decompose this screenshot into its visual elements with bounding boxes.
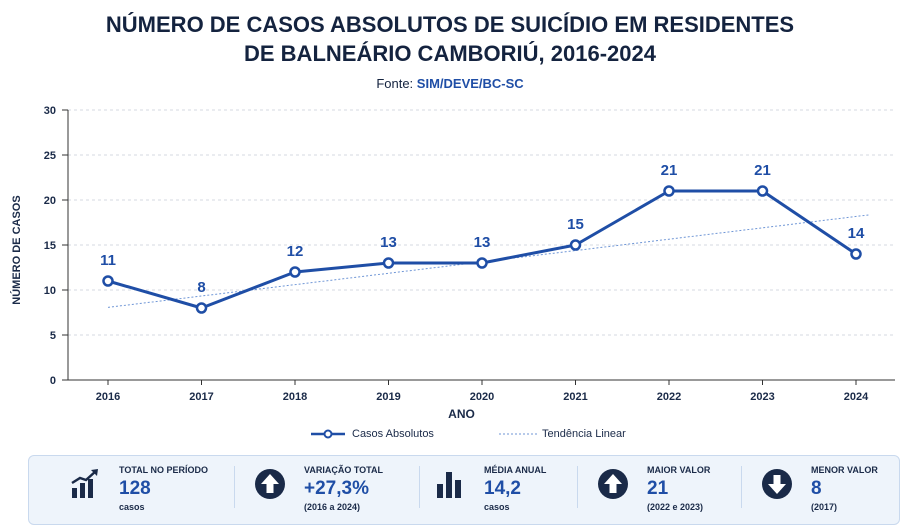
- data-label: 13: [474, 234, 491, 251]
- summary-divider: [234, 466, 235, 508]
- summary-card-total: TOTAL NO PERÍODO 128 casos: [59, 456, 229, 518]
- summary-label-media: MÉDIA ANUAL: [484, 465, 547, 475]
- x-tick-label: 2019: [376, 391, 400, 403]
- legend-item-casos: Casos Absolutos: [310, 428, 434, 440]
- summary-sub-menor: (2017): [811, 502, 838, 512]
- summary-sub-media: casos: [484, 502, 510, 512]
- data-point: [756, 185, 769, 197]
- summary-sub-variacao: (2016 a 2024): [304, 502, 361, 512]
- line-chart: 0 5 10 15 20 25 30 2016 2017 2018 2019 2020 2021 2022…: [10, 105, 895, 421]
- chart-title-line-1: NÚMERO DE CASOS ABSOLUTOS DE SUICÍDIO EM…: [105, 12, 795, 37]
- legend-label-casos: Casos Absolutos: [352, 428, 434, 440]
- x-tick-label: 2024: [844, 391, 869, 403]
- data-point: [850, 248, 862, 260]
- y-tick-label: 0: [50, 375, 56, 387]
- x-tick-label: 2023: [750, 391, 774, 403]
- arrow-up-circle-icon: [598, 469, 628, 499]
- y-tick-label: 10: [44, 285, 56, 297]
- data-label: 8: [197, 279, 205, 296]
- summary-card-maior: MAIOR VALOR 21 (2022 e 2023): [587, 456, 747, 518]
- data-point: [382, 257, 395, 269]
- chart-legend: Casos Absolutos Tendência Linear: [0, 428, 900, 444]
- y-axis-title: NÚMERO DE CASOS: [10, 195, 23, 304]
- x-tick-label: 2017: [189, 391, 213, 403]
- summary-label-maior: MAIOR VALOR: [647, 465, 711, 475]
- summary-divider: [577, 466, 578, 508]
- data-point: [569, 239, 582, 251]
- source-name: SIM/DEVE/BC-SC: [416, 76, 524, 91]
- chart-title-line-2: DE BALNEÁRIO CAMBORIÚ, 2016-2024: [244, 41, 656, 66]
- summary-sub-total: casos: [119, 502, 145, 512]
- summary-value-total: 128: [119, 478, 151, 499]
- chart-source: Fonte: SIM/DEVE/BC-SC: [0, 76, 900, 91]
- x-tick-label: 2021: [563, 391, 587, 403]
- summary-label-variacao: VARIAÇÃO TOTAL: [304, 465, 383, 475]
- legend-swatch-tendencia: [499, 433, 537, 435]
- data-label: 12: [287, 243, 304, 260]
- summary-value-media: 14,2: [484, 478, 521, 499]
- data-point: [195, 302, 208, 314]
- data-point: [102, 275, 114, 287]
- summary-value-variacao: +27,3%: [304, 478, 369, 499]
- legend-label-tendencia: Tendência Linear: [542, 428, 626, 440]
- summary-value-menor: 8: [811, 478, 822, 499]
- data-label: 13: [380, 234, 397, 251]
- y-tick-label: 5: [50, 330, 56, 342]
- chart-title: NÚMERO DE CASOS ABSOLUTOS DE SUICÍDIO EM…: [0, 10, 900, 68]
- data-label: 14: [848, 225, 865, 242]
- y-tick-label: 30: [44, 105, 56, 117]
- summary-divider: [741, 466, 742, 508]
- x-tick-label: 2018: [283, 391, 307, 403]
- summary-sub-maior: (2022 e 2023): [647, 502, 704, 512]
- data-point: [663, 185, 675, 197]
- source-prefix: Fonte:: [376, 76, 417, 91]
- data-label: 11: [100, 252, 116, 269]
- x-tick-label: 2016: [96, 391, 120, 403]
- bar-growth-icon: [71, 469, 98, 498]
- data-point: [476, 257, 488, 269]
- legend-swatch-casos: [311, 429, 345, 439]
- data-label: 15: [567, 216, 584, 233]
- summary-label-menor: MENOR VALOR: [811, 465, 878, 475]
- summary-label-total: TOTAL NO PERÍODO: [119, 465, 209, 475]
- x-axis-title: ANO: [448, 407, 475, 421]
- y-tick-label: 20: [44, 195, 56, 207]
- y-tick-label: 25: [44, 150, 56, 162]
- data-label: 21: [661, 162, 678, 179]
- summary-divider: [419, 466, 420, 508]
- summary-value-maior: 21: [647, 478, 669, 499]
- data-label: 21: [754, 162, 771, 179]
- y-tick-label: 15: [44, 240, 56, 252]
- arrow-down-circle-icon: [762, 469, 792, 499]
- x-tick-label: 2020: [470, 391, 494, 403]
- legend-item-tendencia: Tendência Linear: [498, 428, 626, 440]
- x-tick-label: 2022: [657, 391, 681, 403]
- summary-card-media: MÉDIA ANUAL 14,2 casos: [424, 456, 584, 518]
- summary-card-menor: MENOR VALOR 8 (2017): [751, 456, 891, 518]
- data-point: [289, 266, 301, 278]
- summary-card-variacao: VARIAÇÃO TOTAL +27,3% (2016 a 2024): [244, 456, 434, 518]
- bar-chart-icon: [437, 472, 461, 498]
- summary-panel: TOTAL NO PERÍODO 128 casos VARIAÇÃO TOTA…: [28, 455, 900, 525]
- arrow-up-circle-icon: [255, 469, 285, 499]
